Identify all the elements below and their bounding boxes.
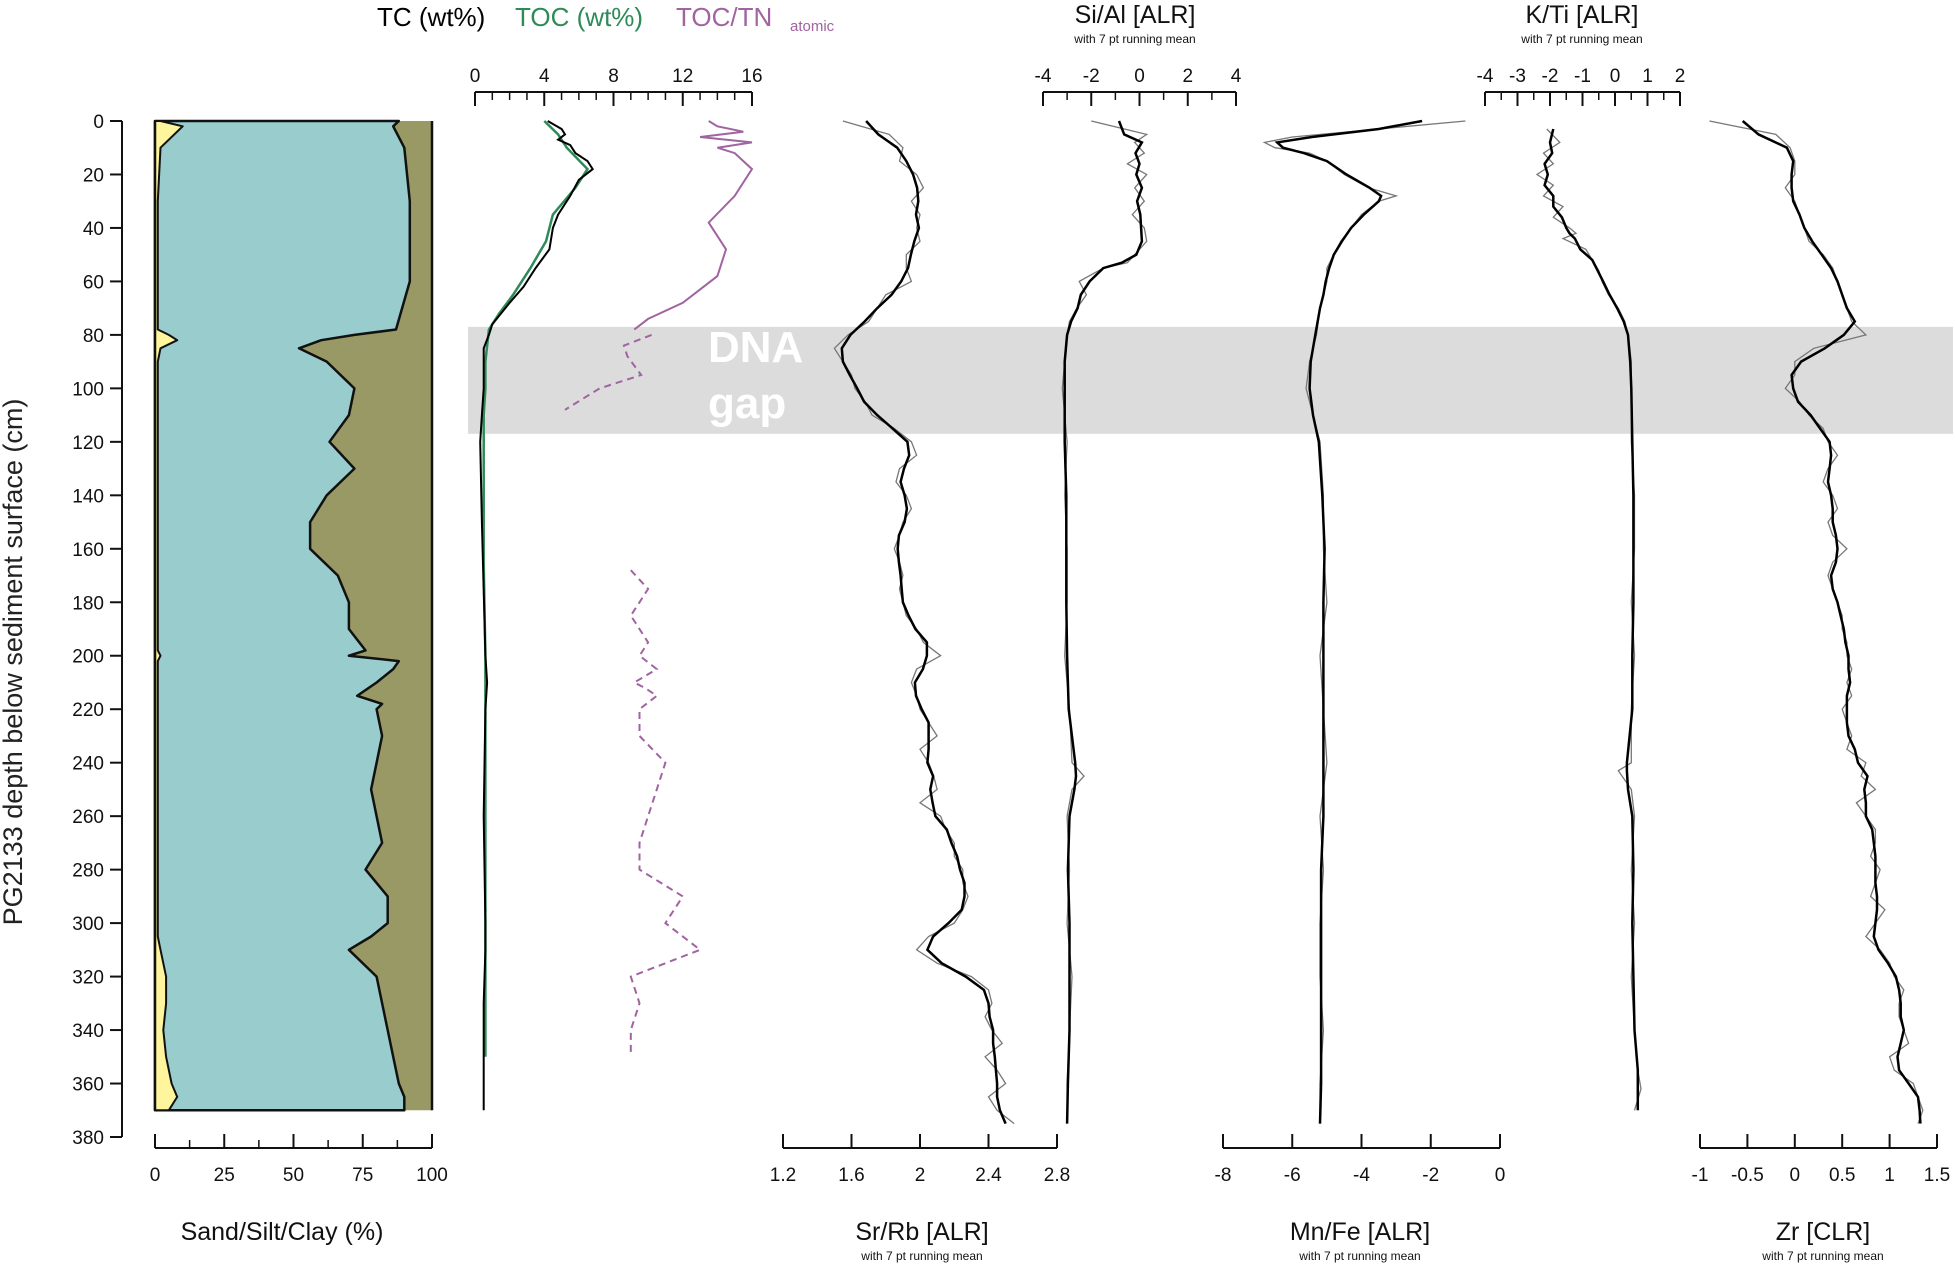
depth-tick-label: 60 [83,272,104,293]
depth-tick-label: 220 [72,700,104,721]
kti-tick-label: 2 [1675,66,1686,87]
kti-tick-label: 0 [1610,66,1621,87]
srrb-sublabel: with 7 pt running mean [860,1249,982,1263]
zr-running-mean-line [1741,120,1922,1124]
carbon-tick-label: 8 [608,66,619,87]
depth-tick-label: 180 [72,593,104,614]
toctn-line [633,120,754,331]
srrb-tick-label: 2 [915,1165,926,1186]
depth-tick-label: 260 [72,807,104,828]
grain-tick-label: 100 [416,1165,448,1186]
sial-tick-label: 4 [1231,66,1242,87]
depth-tick-label: 80 [83,326,104,347]
silt-area [153,119,412,1112]
kti-title: K/Ti [ALR] [1526,1,1639,29]
mnfe-tick-label: -6 [1284,1165,1301,1186]
grain-tick-label: 0 [150,1165,161,1186]
srrb-tick-label: 1.2 [770,1165,796,1186]
kti-tick-label: 1 [1642,66,1653,87]
toc-line [482,120,590,1057]
sial-tick-label: 2 [1182,66,1193,87]
kti-tick-label: -4 [1477,66,1494,87]
gap-label-line2: gap [708,379,786,428]
sial-raw-line [1061,120,1149,1124]
depth-tick-label: 380 [72,1128,104,1149]
zr-tick-label: 0.5 [1829,1165,1855,1186]
tc-header: TC (wt%) [377,2,485,32]
zr-tick-label: 0 [1790,1165,1801,1186]
depth-tick-label: 0 [93,112,104,133]
toctn-dashed-upper-line [564,333,652,411]
kti-tick-label: -2 [1542,66,1559,87]
grain-tick-label: 25 [214,1165,235,1186]
zr-tick-label: 1 [1884,1165,1895,1186]
mnfe-tick-label: 0 [1495,1165,1506,1186]
sial-tick-label: 0 [1134,66,1145,87]
carbon-tick-label: 16 [741,66,762,87]
mnfe-sublabel: with 7 pt running mean [1298,1249,1420,1263]
depth-tick-label: 20 [83,165,104,186]
depth-tick-label: 200 [72,647,104,668]
depth-tick-label: 240 [72,754,104,775]
grain-tick-label: 75 [352,1165,373,1186]
kti-raw-line [1535,128,1642,1111]
sial-tick-label: -2 [1083,66,1100,87]
depth-tick-label: 40 [83,219,104,240]
zr-xlabel: Zr [CLR] [1776,1218,1870,1246]
carbon-tick-label: 4 [539,66,550,87]
gap-label-line1: DNA [708,323,803,372]
zr-raw-line [1709,120,1924,1124]
kti-tick-label: -1 [1574,66,1591,87]
mnfe-raw-line [1262,120,1466,1124]
toc-header: TOC (wt%) [515,2,643,32]
tc-line [479,120,595,1111]
zr-tick-label: 1.5 [1924,1165,1950,1186]
sial-subtitle: with 7 pt running mean [1073,32,1195,46]
carbon-tick-label: 12 [672,66,693,87]
depth-tick-label: 140 [72,486,104,507]
srrb-tick-label: 2.4 [975,1165,1002,1186]
depth-tick-label: 100 [72,379,104,400]
carbon-tick-label: 0 [470,66,481,87]
zr-sublabel: with 7 pt running mean [1761,1249,1883,1263]
grain-tick-label: 50 [283,1165,304,1186]
sial-tick-label: -4 [1035,66,1052,87]
zr-tick-label: -1 [1692,1165,1709,1186]
zr-tick-label: -0.5 [1731,1165,1764,1186]
depth-tick-label: 340 [72,1021,104,1042]
srrb-tick-label: 1.6 [838,1165,864,1186]
srrb-raw-line [833,120,1015,1125]
mnfe-tick-label: -8 [1215,1165,1232,1186]
sand-area [154,120,184,1112]
toctn-header: TOC/TN [676,2,772,32]
srrb-xlabel: Sr/Rb [ALR] [855,1218,988,1246]
sial-title: Si/Al [ALR] [1075,1,1196,29]
dna-gap-band [468,326,1953,434]
kti-running-mean-line [1543,128,1640,1111]
grain-xlabel: Sand/Silt/Clay (%) [181,1218,384,1246]
depth-tick-label: 160 [72,540,104,561]
mnfe-tick-label: -4 [1353,1165,1370,1186]
depth-axis-label: PG2133 depth below sediment surface (cm) [0,399,28,926]
srrb-running-mean-line [840,120,1007,1125]
depth-tick-label: 120 [72,433,104,454]
sial-running-mean-line [1063,120,1144,1124]
depth-tick-label: 320 [72,968,104,989]
mnfe-xlabel: Mn/Fe [ALR] [1290,1218,1430,1246]
kti-tick-label: -3 [1509,66,1526,87]
kti-subtitle: with 7 pt running mean [1520,32,1642,46]
depth-tick-label: 360 [72,1075,104,1096]
srrb-tick-label: 2.8 [1044,1165,1070,1186]
mnfe-tick-label: -2 [1422,1165,1439,1186]
mnfe-running-mean-line [1274,119,1423,1124]
depth-tick-label: 280 [72,861,104,882]
depth-tick-label: 300 [72,914,104,935]
toctn-header-sub: atomic [790,18,835,35]
toctn-dashed-lower-line [629,569,703,1057]
